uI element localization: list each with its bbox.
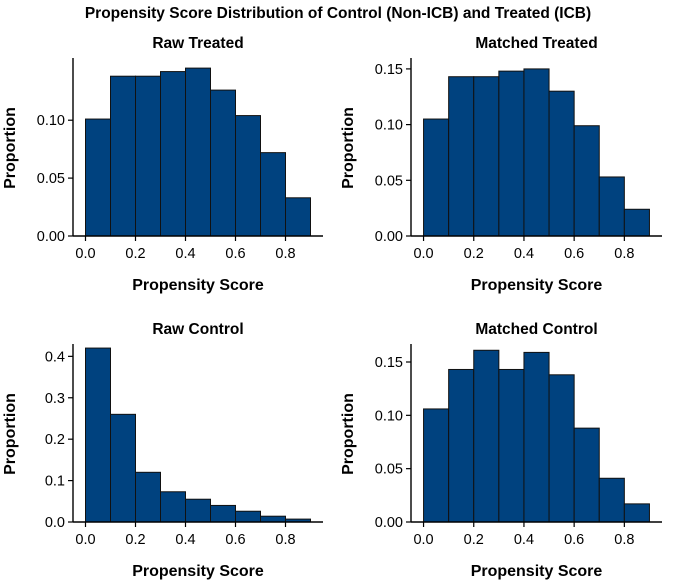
raw-control-bar [85, 347, 111, 523]
matched-treated-x-tick-label: 0.8 [614, 246, 634, 262]
raw-treated-bar [85, 118, 111, 237]
matched-control-title: Matched Control [475, 321, 597, 338]
raw-treated-x-tick-label: 0.8 [275, 246, 295, 262]
matched-control-x-tick-label: 0.8 [614, 532, 634, 548]
raw-control-y-tick-label: 0.1 [45, 474, 65, 490]
matched-control-y-label: Proportion [340, 393, 357, 475]
matched-control-bar [623, 503, 650, 523]
matched-treated-x-tick-label: 0.2 [464, 246, 484, 262]
raw-treated-title: Raw Treated [152, 35, 243, 52]
matched-control-bar [598, 477, 625, 523]
raw-treated-bar [210, 89, 236, 237]
raw-treated-y-tick-label: 0.00 [37, 229, 65, 245]
raw-control-y-tick-label: 0.4 [45, 349, 65, 365]
matched-control-bar [523, 351, 550, 523]
matched-control-x-tick-label: 0.0 [413, 532, 433, 548]
matched-treated-bar [573, 125, 600, 237]
raw-treated-bar [110, 75, 136, 237]
matched-treated-bar [448, 76, 475, 237]
matched-control-x-tick-label: 0.2 [464, 532, 484, 548]
raw-control-x-tick-label: 0.6 [225, 532, 245, 548]
raw-control-bar [185, 498, 211, 523]
matched-control-bar [548, 374, 575, 523]
raw-control-panel: 0.0 0.2 0.4 0.6 0.8 0.0 0.1 0.2 0.3 0.4 Raw Contro… [2, 321, 323, 580]
raw-control-bar [135, 471, 161, 523]
matched-control-bar [498, 368, 525, 523]
matched-control-y-tick-label: 0.10 [375, 408, 403, 424]
raw-treated-x-tick-label: 0.6 [225, 246, 245, 262]
raw-treated-bar [235, 115, 261, 237]
matched-treated-bar [473, 76, 500, 237]
raw-treated-x-label: Propensity Score [132, 277, 264, 294]
matched-treated-x-label: Propensity Score [471, 277, 603, 294]
matched-control-bar [423, 408, 450, 523]
raw-treated-y-tick-label: 0.05 [37, 171, 65, 187]
raw-control-x-tick-label: 0.0 [75, 532, 95, 548]
matched-control-x-tick-label: 0.6 [564, 532, 584, 548]
panels: 0.0 0.2 0.4 0.6 0.8 0.00 0.05 0.10 Raw Treated Pr… [2, 35, 662, 580]
raw-treated-bar [160, 71, 186, 237]
raw-control-x-label: Propensity Score [132, 563, 264, 580]
matched-treated-x-tick-label: 0.6 [564, 246, 584, 262]
raw-control-title: Raw Control [152, 321, 243, 338]
raw-control-bar [235, 510, 261, 523]
figure-suptitle: Propensity Score Distribution of Control… [85, 5, 591, 22]
matched-control-x-tick-label: 0.4 [514, 532, 534, 548]
raw-control-x-tick-label: 0.8 [275, 532, 295, 548]
raw-control-x-tick-label: 0.2 [125, 532, 145, 548]
raw-treated-y-label: Proportion [2, 107, 19, 189]
raw-control-y-tick-label: 0.2 [45, 432, 65, 448]
raw-control-bar [260, 515, 286, 523]
matched-treated-y-label: Proportion [340, 107, 357, 189]
matched-treated-bar [598, 176, 625, 237]
raw-control-y-label: Proportion [2, 393, 19, 475]
raw-treated-y-tick-label: 0.10 [37, 113, 65, 129]
matched-treated-bar [498, 70, 525, 237]
matched-treated-bar [523, 68, 550, 237]
matched-treated-y-tick-label: 0.10 [375, 118, 403, 134]
raw-treated-bar [260, 152, 286, 237]
raw-treated-panel: 0.0 0.2 0.4 0.6 0.8 0.00 0.05 0.10 Raw Treated Pr… [2, 35, 323, 294]
raw-control-y-tick-label: 0.0 [45, 515, 65, 531]
raw-treated-x-tick-label: 0.0 [75, 246, 95, 262]
raw-treated-bar [285, 197, 311, 237]
raw-control-bar [160, 491, 186, 523]
matched-treated-bar [623, 208, 650, 237]
raw-treated-x-tick-label: 0.2 [125, 246, 145, 262]
matched-control-y-tick-label: 0.00 [375, 515, 403, 531]
matched-control-bar [448, 368, 475, 523]
matched-control-y-tick-label: 0.05 [375, 462, 403, 478]
matched-treated-x-tick-label: 0.4 [514, 246, 534, 262]
matched-treated-title: Matched Treated [475, 35, 597, 52]
matched-treated-x-tick-label: 0.0 [413, 246, 433, 262]
matched-control-bar [573, 427, 600, 523]
matched-control-bar [473, 349, 500, 523]
matched-control-x-label: Propensity Score [471, 563, 603, 580]
matched-treated-panel: 0.0 0.2 0.4 0.6 0.8 0.00 0.05 0.10 0.15 Matched T… [340, 35, 662, 294]
raw-treated-x-tick-label: 0.4 [175, 246, 195, 262]
matched-treated-bar [423, 118, 450, 237]
raw-control-y-tick-label: 0.3 [45, 391, 65, 407]
matched-treated-y-tick-label: 0.15 [375, 62, 403, 78]
raw-treated-bar [135, 75, 161, 237]
matched-control-panel: 0.0 0.2 0.4 0.6 0.8 0.00 0.05 0.10 0.15 Matched C… [340, 321, 662, 580]
matched-treated-y-tick-label: 0.00 [375, 229, 403, 245]
matched-treated-y-tick-label: 0.05 [375, 173, 403, 189]
matched-control-y-tick-label: 0.15 [375, 355, 403, 371]
raw-treated-bar [185, 67, 211, 237]
raw-control-bar [210, 504, 236, 523]
raw-control-bar [110, 413, 136, 523]
matched-treated-bar [548, 90, 575, 237]
raw-control-x-tick-label: 0.4 [175, 532, 195, 548]
